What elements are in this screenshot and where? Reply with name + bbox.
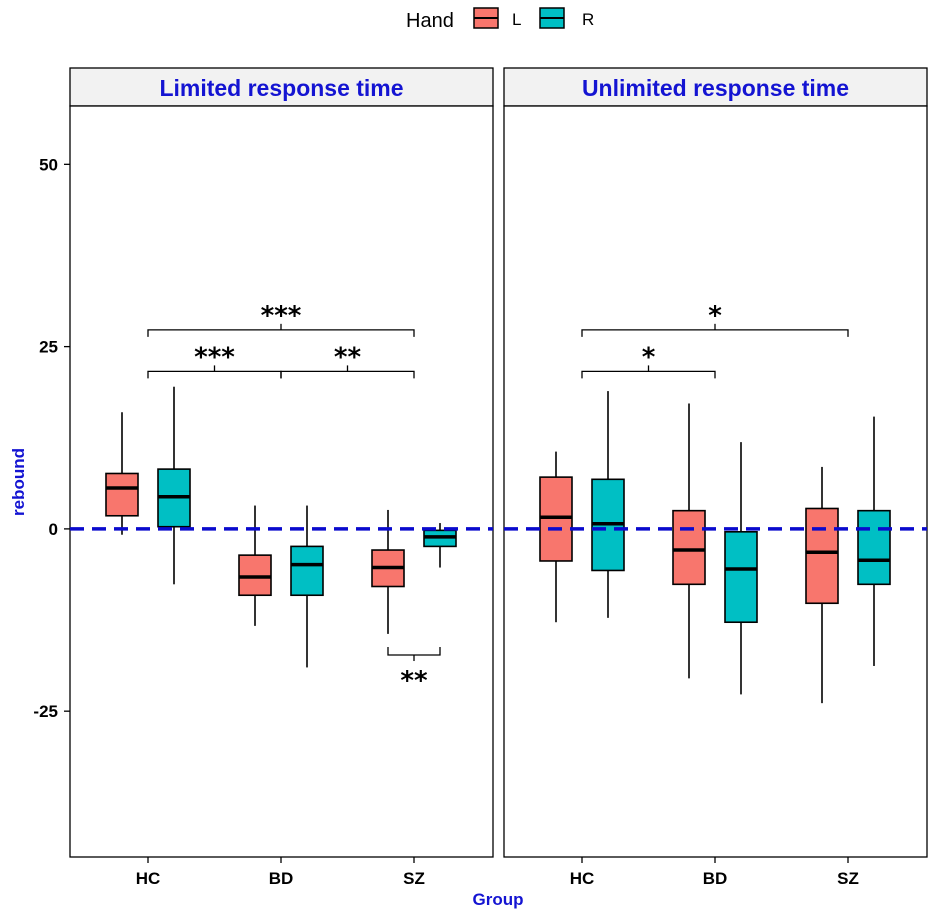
box-iqr bbox=[238, 554, 272, 597]
box-hc-l bbox=[539, 451, 573, 623]
box-sz-l bbox=[805, 466, 839, 704]
box-hc-r bbox=[591, 391, 625, 618]
x-tick-label-bd: BD bbox=[703, 869, 728, 888]
box-iqr bbox=[805, 507, 839, 605]
box-iqr bbox=[290, 545, 324, 597]
significance-hc-sz: * bbox=[581, 301, 849, 337]
box-iqr bbox=[724, 531, 758, 624]
legend-key-l: L bbox=[473, 7, 521, 29]
box-sz-l bbox=[371, 509, 405, 634]
box-bd-r bbox=[724, 442, 758, 695]
y-tick-label: 0 bbox=[49, 520, 58, 539]
significance-label: *** bbox=[194, 342, 235, 372]
panel-area-unlimited bbox=[503, 105, 928, 858]
significance-hc-bd: * bbox=[581, 342, 716, 379]
significance-label: ** bbox=[334, 342, 362, 372]
box-bd-r bbox=[290, 505, 324, 668]
significance-label: *** bbox=[261, 301, 302, 331]
panel-strip-unlimited: Unlimited response time bbox=[503, 67, 928, 107]
box-iqr bbox=[672, 509, 706, 586]
box-iqr bbox=[105, 472, 139, 517]
x-tick-label-bd: BD bbox=[269, 869, 294, 888]
x-tick-label-hc: HC bbox=[570, 869, 595, 888]
legend: Hand L R bbox=[406, 7, 594, 32]
panel-title-limited: Limited response time bbox=[159, 75, 403, 101]
significance-label: ** bbox=[400, 666, 428, 696]
panel-unlimited-marks: ** bbox=[504, 301, 927, 704]
y-axis: 50 25 0 -25 bbox=[33, 155, 70, 721]
panel-limited-marks: ****** **** bbox=[70, 301, 493, 696]
significance-label: * bbox=[708, 301, 722, 331]
x-axis-title: Group bbox=[473, 890, 524, 909]
box-hc-l bbox=[105, 412, 139, 535]
panel-strip-limited: Limited response time bbox=[69, 67, 494, 107]
significance-label: * bbox=[642, 342, 656, 372]
box-iqr bbox=[539, 476, 573, 562]
panel-area-limited bbox=[69, 105, 494, 858]
box-hc-r bbox=[157, 386, 191, 585]
y-tick-label: -25 bbox=[33, 702, 58, 721]
significance-hc-sz: *** bbox=[147, 301, 415, 337]
legend-label-r: R bbox=[582, 10, 594, 29]
box-sz-r bbox=[423, 523, 457, 568]
x-axis: HC BD SZ HC BD SZ bbox=[136, 857, 859, 888]
legend-label-l: L bbox=[512, 10, 521, 29]
significance-sz-l-sz-r: ** bbox=[387, 647, 441, 696]
legend-title: Hand bbox=[406, 10, 454, 32]
box-bd-l bbox=[672, 403, 706, 679]
box-bd-l bbox=[238, 505, 272, 626]
y-tick-label: 50 bbox=[39, 155, 58, 174]
x-tick-label-sz: SZ bbox=[403, 869, 425, 888]
y-tick-label: 25 bbox=[39, 338, 58, 357]
x-tick-label-hc: HC bbox=[136, 869, 161, 888]
panel-title-unlimited: Unlimited response time bbox=[582, 75, 849, 101]
significance-hc-bd: *** bbox=[147, 342, 282, 379]
y-axis-title: rebound bbox=[9, 448, 28, 516]
box-iqr bbox=[857, 509, 891, 586]
legend-key-r: R bbox=[539, 7, 594, 29]
box-sz-r bbox=[857, 416, 891, 666]
x-tick-label-sz: SZ bbox=[837, 869, 859, 888]
significance-bd-sz: ** bbox=[280, 342, 415, 379]
